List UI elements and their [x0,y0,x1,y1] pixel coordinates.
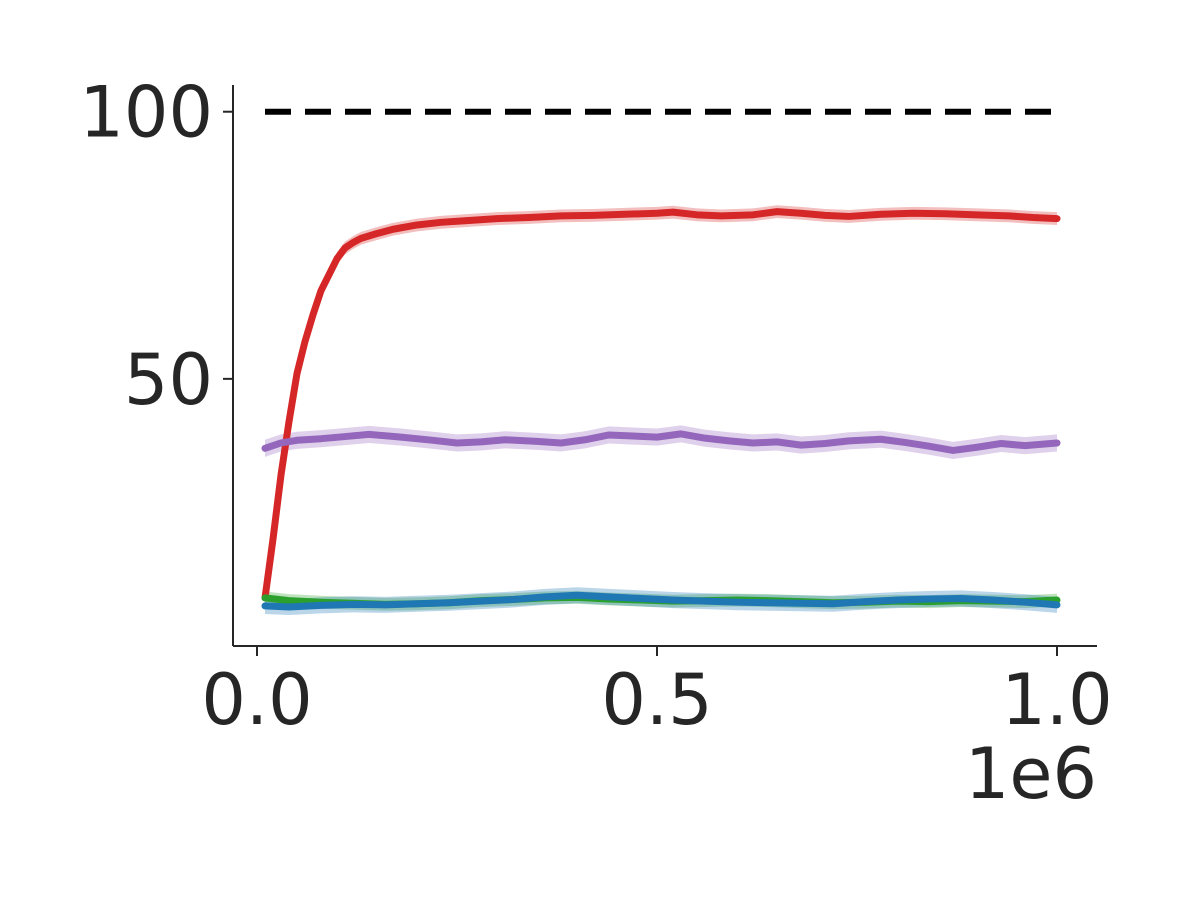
x-tick-label: 0.5 [601,659,712,741]
series-lines [261,208,1061,611]
x-tick-label: 0.0 [201,659,312,741]
y-tick-label: 100 [79,72,213,154]
series-2-line [261,430,1061,454]
x-axis-scale-label: 1e6 [965,733,1097,815]
series-4-line [261,591,1061,611]
series-1-band [265,205,1057,605]
series-2-band [265,425,1057,459]
y-axis-ticks: 50 100 [79,72,233,421]
y-tick-label: 50 [124,339,213,421]
x-tick-label: 1.0 [1001,659,1112,741]
series-1-line [261,208,1061,602]
x-axis-ticks: 0.0 0.5 1.0 [201,646,1113,741]
confidence-bands [265,205,1057,616]
